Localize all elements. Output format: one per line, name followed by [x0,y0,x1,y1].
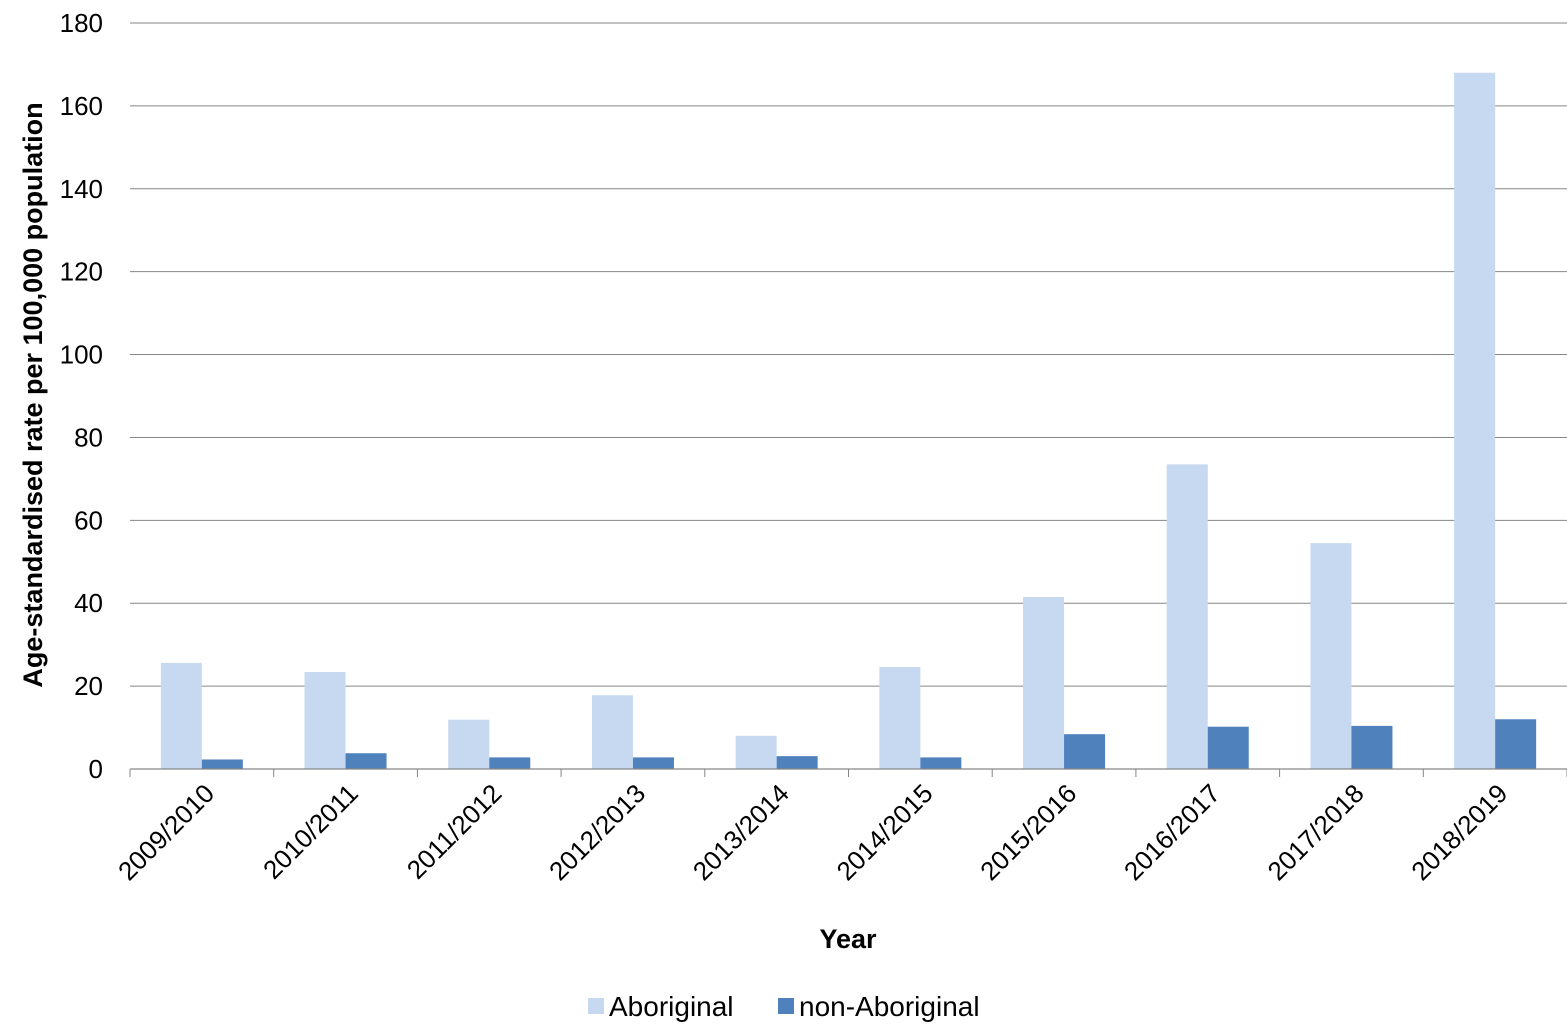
y-tick-label: 120 [60,257,103,287]
y-tick-labels: 0 20 40 60 80 100 120 140 160 180 [60,8,103,784]
y-tick-label: 180 [60,8,103,38]
bar-non-aboriginal-2017-2018 [1351,725,1393,769]
x-tick-label: 2014/2015 [830,778,938,886]
bar-non-aboriginal-2013-2014 [776,756,818,769]
bar-aboriginal-2013-2014 [735,735,777,769]
bar-non-aboriginal-2009-2010 [201,759,243,769]
bar-aboriginal-2010-2011 [304,672,346,769]
x-tick-label: 2018/2019 [1405,778,1513,886]
bar-non-aboriginal-2014-2015 [920,757,962,769]
x-tick-label: 2009/2010 [112,778,220,886]
legend-swatch [588,998,604,1014]
y-tick-label: 40 [74,588,103,618]
bar-aboriginal-2009-2010 [160,662,202,769]
y-tick-label: 140 [60,174,103,204]
y-tick-label: 20 [74,671,103,701]
x-tick-label: 2011/2012 [401,778,508,885]
bar-non-aboriginal-2018-2019 [1495,719,1537,769]
bar-non-aboriginal-2012-2013 [632,757,674,769]
legend-swatch [778,998,794,1014]
x-axis-title: Year [819,924,877,954]
bar-non-aboriginal-2010-2011 [345,753,387,769]
legend: Aboriginal non-Aboriginal [588,991,980,1022]
y-tick-label: 160 [60,91,103,121]
bar-aboriginal-2017-2018 [1310,543,1352,769]
legend-label: non-Aboriginal [799,991,980,1022]
bar-aboriginal-2018-2019 [1454,72,1496,769]
y-tick-label: 0 [89,754,103,784]
legend-label: Aboriginal [609,991,734,1022]
x-tick-label: 2016/2017 [1118,778,1226,886]
axes [129,768,1567,777]
x-tick-label: 2012/2013 [543,778,651,886]
y-tick-label: 100 [60,340,103,370]
bar-aboriginal-2011-2012 [448,719,490,769]
x-tick-label: 2017/2018 [1262,778,1370,886]
x-tick-label: 2013/2014 [687,778,795,886]
bar-aboriginal-2015-2016 [1023,597,1065,769]
gridlines [130,22,1567,687]
bars [160,72,1537,769]
bar-aboriginal-2014-2015 [879,667,921,769]
x-tick-labels: 2009/2010 2010/2011 2011/2012 2012/2013 2013… [112,778,1513,886]
bar-aboriginal-2016-2017 [1166,464,1208,769]
bar-non-aboriginal-2015-2016 [1064,734,1106,769]
y-tick-label: 60 [74,505,103,535]
bar-non-aboriginal-2016-2017 [1207,726,1249,769]
bar-non-aboriginal-2011-2012 [489,757,531,769]
y-tick-label: 80 [74,422,103,452]
y-axis-title: Age-standardised rate per 100,000 popula… [18,102,48,687]
x-tick-label: 2010/2011 [257,778,364,885]
x-tick-label: 2015/2016 [974,778,1082,886]
bar-aboriginal-2012-2013 [591,695,633,769]
